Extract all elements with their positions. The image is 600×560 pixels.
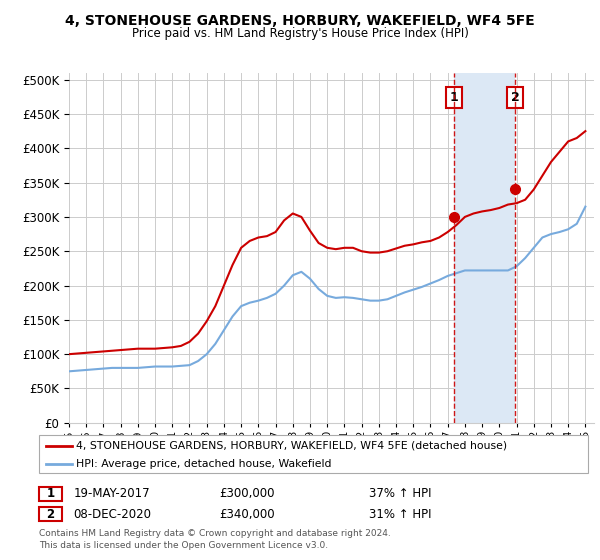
- Text: 37% ↑ HPI: 37% ↑ HPI: [369, 487, 431, 501]
- Text: £340,000: £340,000: [219, 507, 275, 521]
- Bar: [454, 73, 515, 423]
- Text: £300,000: £300,000: [219, 487, 275, 501]
- Text: 4, STONEHOUSE GARDENS, HORBURY, WAKEFIELD, WF4 5FE: 4, STONEHOUSE GARDENS, HORBURY, WAKEFIEL…: [65, 14, 535, 28]
- Text: HPI: Average price, detached house, Wakefield: HPI: Average price, detached house, Wake…: [76, 459, 332, 469]
- Text: 08-DEC-2020: 08-DEC-2020: [73, 507, 151, 521]
- Text: Contains HM Land Registry data © Crown copyright and database right 2024.
This d: Contains HM Land Registry data © Crown c…: [39, 529, 391, 550]
- Text: Price paid vs. HM Land Registry's House Price Index (HPI): Price paid vs. HM Land Registry's House …: [131, 27, 469, 40]
- Text: 31% ↑ HPI: 31% ↑ HPI: [369, 507, 431, 521]
- Text: 1: 1: [450, 91, 458, 104]
- Text: 4, STONEHOUSE GARDENS, HORBURY, WAKEFIELD, WF4 5FE (detached house): 4, STONEHOUSE GARDENS, HORBURY, WAKEFIEL…: [76, 441, 508, 451]
- Text: 19-MAY-2017: 19-MAY-2017: [73, 487, 150, 501]
- Text: 1: 1: [46, 487, 55, 501]
- Text: 2: 2: [511, 91, 520, 104]
- Text: 2: 2: [46, 507, 55, 521]
